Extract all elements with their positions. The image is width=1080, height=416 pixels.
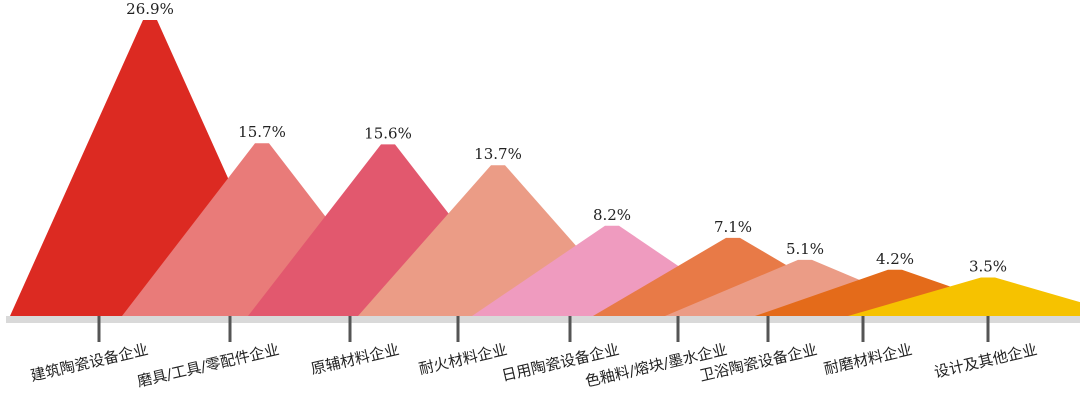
- data-label: 15.6%: [364, 124, 412, 142]
- bar-series: [10, 20, 1080, 316]
- x-axis-tick-label: 建筑陶瓷设备企业: [29, 340, 150, 385]
- data-label: 15.7%: [238, 123, 286, 141]
- data-label: 13.7%: [474, 145, 522, 163]
- data-label: 4.2%: [876, 250, 914, 268]
- x-axis-tick-label: 耐磨材料企业: [822, 340, 914, 378]
- data-label: 8.2%: [593, 206, 631, 224]
- data-label: 5.1%: [786, 240, 824, 258]
- x-axis-tick-label: 磨具/工具/零配件企业: [135, 340, 280, 390]
- data-label: 26.9%: [126, 0, 174, 18]
- data-labels: 26.9% 15.7% 15.6% 13.7% 8.2% 7.1% 5.1% 4.2% 3.5%: [126, 0, 1007, 275]
- x-axis-tick-label: 设计及其他企业: [933, 340, 1039, 381]
- x-axis-baseline: [6, 316, 1080, 323]
- x-axis-tick-label: 原辅材料企业: [309, 340, 401, 378]
- data-label: 3.5%: [969, 257, 1007, 275]
- x-axis-ticks: [97, 316, 990, 342]
- bar-mark: [848, 277, 1080, 316]
- data-label: 7.1%: [714, 218, 752, 236]
- x-axis-tick-label: 耐火材料企业: [417, 340, 509, 378]
